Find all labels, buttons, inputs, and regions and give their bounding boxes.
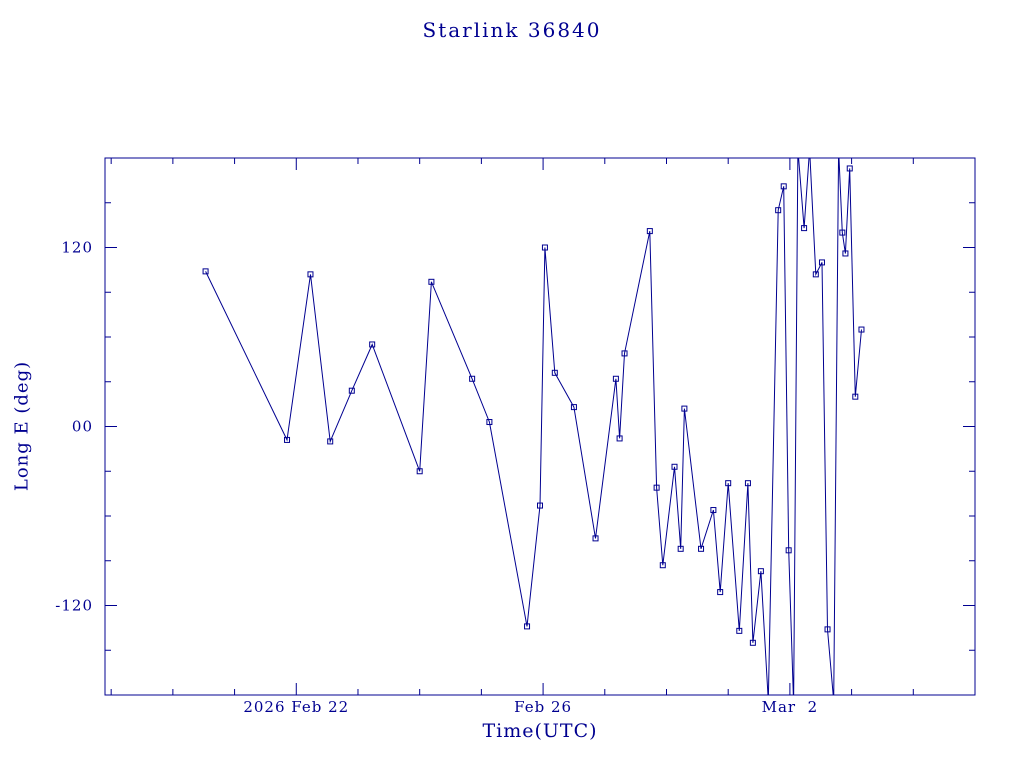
data-point-marker xyxy=(524,623,531,630)
chart-title: Starlink 36840 xyxy=(422,18,602,42)
data-point-marker xyxy=(725,480,732,487)
data-point-marker xyxy=(795,147,800,152)
data-point-marker xyxy=(671,463,678,470)
plot-frame xyxy=(104,157,976,696)
data-point-marker xyxy=(428,278,435,285)
data-point-marker xyxy=(646,228,653,235)
data-point-marker xyxy=(717,589,724,596)
data-point-marker xyxy=(801,225,808,232)
data-point-marker xyxy=(842,250,849,257)
data-point-marker xyxy=(744,480,751,487)
data-point-marker xyxy=(551,369,558,376)
data-point-marker xyxy=(202,268,209,275)
data-point-marker xyxy=(831,698,836,703)
data-point-marker xyxy=(785,547,792,554)
data-point-marker xyxy=(698,545,705,552)
x-axis-label: Time(UTC) xyxy=(482,720,598,742)
x-tick-label: 2026 Feb 22 xyxy=(243,698,349,716)
data-point-marker xyxy=(780,183,787,190)
x-tick-label: Mar 2 xyxy=(762,698,819,716)
data-point-marker xyxy=(858,326,865,333)
data-point-marker xyxy=(592,535,599,542)
data-point-marker xyxy=(659,562,666,569)
data-point-marker xyxy=(369,341,376,348)
data-point-marker xyxy=(616,435,623,442)
data-point-marker xyxy=(839,229,846,236)
y-tick-label: -120 xyxy=(55,597,93,615)
data-point-marker xyxy=(818,259,825,266)
data-point-marker xyxy=(852,393,859,400)
data-point-marker xyxy=(469,375,476,382)
data-point-marker xyxy=(836,147,841,152)
data-point-marker xyxy=(416,468,423,475)
data-point-marker xyxy=(327,438,334,445)
data-line xyxy=(205,158,862,695)
data-point-marker xyxy=(307,271,314,278)
data-point-marker xyxy=(736,627,743,634)
data-point-marker xyxy=(612,375,619,382)
data-layer xyxy=(202,147,865,703)
data-point-marker xyxy=(653,484,660,491)
data-point-marker xyxy=(710,507,717,514)
data-point-marker xyxy=(757,568,764,575)
y-tick-label: 120 xyxy=(61,239,93,257)
data-point-marker xyxy=(775,207,782,214)
data-point-marker xyxy=(824,626,831,633)
data-point-marker xyxy=(284,436,291,443)
y-tick-label: 00 xyxy=(72,418,93,436)
data-point-marker xyxy=(537,502,543,509)
data-point-marker xyxy=(621,350,628,357)
data-point-marker xyxy=(677,545,684,552)
x-tick-label: Feb 26 xyxy=(514,698,572,716)
data-point-marker xyxy=(570,404,577,411)
data-point-marker xyxy=(681,405,688,412)
data-point-marker xyxy=(348,387,355,394)
data-point-marker xyxy=(807,147,812,152)
data-point-marker xyxy=(541,244,548,251)
data-point-marker xyxy=(749,639,756,646)
data-point-marker xyxy=(846,165,853,172)
data-point-marker xyxy=(486,419,493,426)
data-point-marker xyxy=(812,271,819,278)
